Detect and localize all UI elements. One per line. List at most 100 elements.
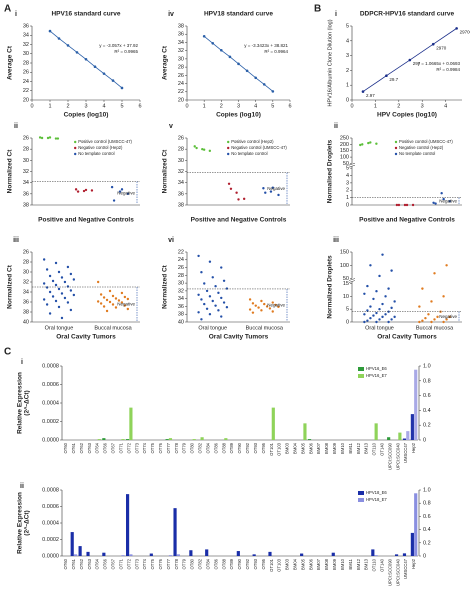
threshold-label: Negative bbox=[439, 314, 457, 319]
point bbox=[120, 86, 124, 90]
y-tick-label: 26 bbox=[23, 70, 29, 76]
bar bbox=[402, 553, 407, 556]
x-tick-label: UMSCC47 bbox=[403, 558, 408, 579]
point bbox=[200, 271, 203, 274]
y2-tick-label: 0.8 bbox=[423, 378, 431, 384]
legend-label: Positive control (UMSCC-47) bbox=[78, 139, 132, 144]
legend-label: Positive control (UMSCC-47) bbox=[399, 139, 453, 144]
legend-label: HPV16_E6 bbox=[366, 366, 387, 371]
point bbox=[48, 274, 52, 278]
point bbox=[381, 302, 384, 306]
panel-label: iii bbox=[13, 237, 19, 244]
bar bbox=[121, 555, 125, 556]
x-axis-label: Oral Cavity Tumors bbox=[56, 334, 116, 341]
point bbox=[361, 90, 365, 93]
x-tick-label: OT76 bbox=[158, 442, 163, 453]
y-axis-label: Normalized Ct bbox=[7, 149, 14, 194]
point bbox=[123, 304, 127, 307]
point-label: 29.7 bbox=[389, 77, 398, 82]
x-tick-label: BM05 bbox=[300, 558, 305, 570]
point bbox=[217, 291, 220, 295]
point bbox=[251, 311, 255, 314]
point bbox=[271, 186, 275, 189]
point bbox=[421, 287, 424, 290]
bar bbox=[129, 554, 133, 556]
x-tick-label: OT72 bbox=[126, 558, 131, 569]
y-tick-label: 1 bbox=[346, 195, 349, 201]
point bbox=[193, 145, 196, 148]
point bbox=[105, 298, 109, 302]
x-tick-label: BM06 bbox=[308, 558, 313, 570]
x-tick-label: OT92 bbox=[245, 558, 250, 569]
y-tick-label: 32 bbox=[178, 48, 184, 54]
point bbox=[114, 297, 118, 300]
point bbox=[369, 316, 372, 320]
point bbox=[455, 27, 458, 30]
axis-break bbox=[348, 164, 356, 168]
x-tick-label: OT80 bbox=[190, 442, 195, 453]
legend-marker bbox=[74, 152, 77, 156]
x-tick-label: OT89 bbox=[229, 442, 234, 453]
threshold-label: Negative bbox=[267, 303, 285, 308]
x-tick-label: OT78 bbox=[174, 442, 179, 453]
point bbox=[214, 285, 217, 288]
equation: y = -3.057x + 37.92 bbox=[99, 43, 138, 48]
point bbox=[56, 137, 60, 140]
point bbox=[418, 305, 421, 308]
point bbox=[105, 309, 109, 313]
point bbox=[45, 268, 49, 271]
y-tick-label: 150 bbox=[340, 148, 349, 154]
point bbox=[110, 185, 114, 189]
point bbox=[99, 302, 103, 305]
point bbox=[411, 203, 415, 207]
y-tick-label: 0.0000 bbox=[42, 553, 59, 559]
x-tick-label: 4 bbox=[254, 103, 257, 109]
y2-tick-label: 1.0 bbox=[423, 487, 431, 493]
y-tick-label: 15 bbox=[343, 281, 349, 287]
axis-break bbox=[349, 278, 355, 282]
point bbox=[123, 295, 127, 299]
x-tick-label: BM13 bbox=[364, 442, 369, 454]
point bbox=[248, 298, 252, 301]
point bbox=[375, 142, 378, 145]
panel-label: i bbox=[21, 359, 23, 366]
point bbox=[381, 315, 384, 319]
point bbox=[60, 316, 64, 320]
y-tick-label: 22 bbox=[23, 88, 29, 94]
bar bbox=[410, 532, 414, 556]
legend-marker bbox=[394, 140, 398, 144]
x-tick-label: Oral tongue bbox=[365, 325, 394, 331]
x-axis-label: Oral Cavity Tumors bbox=[377, 334, 437, 341]
y-tick-label: 36 bbox=[178, 304, 184, 310]
point bbox=[202, 148, 206, 151]
point bbox=[265, 305, 269, 308]
point bbox=[208, 260, 212, 263]
x-tick-label: UPCI:SCC090 bbox=[387, 558, 392, 586]
x-tick-label: OT90 bbox=[237, 558, 242, 569]
point bbox=[93, 65, 97, 68]
point bbox=[369, 141, 372, 144]
point bbox=[367, 141, 370, 145]
x-tick-label: OT72 bbox=[126, 442, 131, 453]
legend-marker bbox=[227, 146, 230, 150]
y-tick-label: 36 bbox=[23, 23, 29, 29]
bar bbox=[406, 431, 410, 440]
panel-label: ii bbox=[20, 483, 24, 490]
point bbox=[220, 48, 223, 52]
point bbox=[120, 301, 124, 304]
y2-tick-label: 0.4 bbox=[423, 527, 431, 533]
x-tick-label: OT93 bbox=[253, 442, 258, 453]
point bbox=[197, 293, 200, 296]
x-tick-label: BM03 bbox=[285, 442, 290, 454]
y2-tick-label: 0.2 bbox=[423, 540, 431, 546]
panel-label: iii bbox=[333, 237, 339, 244]
y-tick-label: 0 bbox=[346, 97, 349, 103]
y-tick-label: 36 bbox=[178, 32, 184, 38]
y-tick-label: 22 bbox=[178, 249, 184, 255]
point-label: 297 bbox=[413, 61, 421, 66]
y-tick-label: 24 bbox=[178, 81, 184, 87]
y-tick-label: 28 bbox=[178, 65, 184, 71]
point bbox=[205, 289, 209, 293]
panel-label: v bbox=[169, 123, 173, 130]
y-tick-label: 0.0008 bbox=[42, 363, 59, 369]
